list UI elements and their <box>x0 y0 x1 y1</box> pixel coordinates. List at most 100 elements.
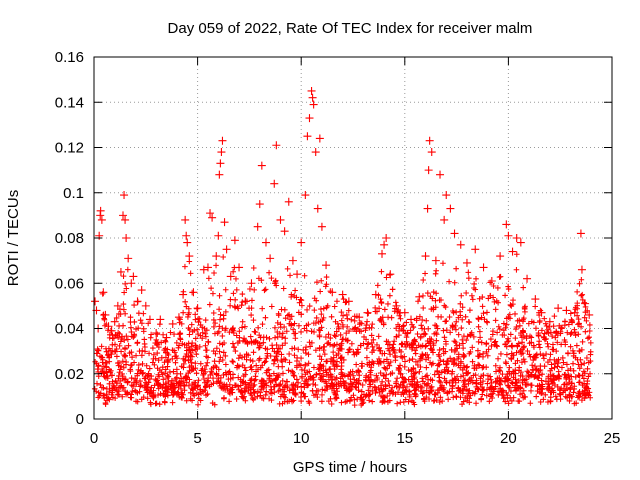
data-point <box>450 229 459 238</box>
data-point <box>120 191 129 200</box>
x-tick-label: 5 <box>193 430 201 447</box>
y-tick-label: 0.08 <box>55 230 84 247</box>
x-tick-label: 0 <box>90 430 98 447</box>
data-point <box>208 213 217 222</box>
data-point <box>338 290 347 299</box>
data-point <box>174 313 183 322</box>
data-point <box>193 304 202 313</box>
data-point <box>554 304 563 313</box>
data-point <box>121 215 130 224</box>
data-point <box>261 238 270 247</box>
data-point <box>344 297 353 306</box>
data-point <box>400 308 409 317</box>
x-axis-label: GPS time / hours <box>293 459 407 476</box>
data-point <box>110 317 119 326</box>
y-tick-label: 0.02 <box>55 366 84 383</box>
data-point <box>189 288 198 297</box>
data-point <box>113 301 122 310</box>
data-point <box>301 191 310 200</box>
data-point <box>545 317 554 326</box>
data-point <box>446 204 455 213</box>
data-point <box>380 240 389 249</box>
data-point <box>214 231 223 240</box>
data-point <box>577 265 586 274</box>
background-marker-cloud <box>91 251 594 408</box>
data-point <box>371 290 380 299</box>
data-point <box>96 206 105 215</box>
data-point <box>421 252 430 261</box>
data-point <box>436 170 445 179</box>
data-point <box>585 310 594 319</box>
data-point <box>270 179 279 188</box>
data-point <box>392 301 401 310</box>
data-point <box>288 256 297 265</box>
y-axis-label: ROTI / TECUs <box>5 190 22 286</box>
data-point <box>355 313 364 322</box>
axes: 0 5 10 15 20 25 0 0.02 0.04 0.06 0.08 0.1 0.12 0.14 0.… <box>55 49 621 447</box>
data-point <box>156 315 165 324</box>
data-point <box>425 136 434 145</box>
data-point <box>137 286 146 295</box>
data-point <box>311 148 320 157</box>
data-point <box>280 227 289 236</box>
data-point <box>99 288 108 297</box>
data-point <box>183 238 192 247</box>
data-point <box>456 240 465 249</box>
data-point <box>427 148 436 157</box>
data-point <box>562 306 571 315</box>
data-point <box>107 326 116 335</box>
data-point <box>462 258 471 267</box>
data-point <box>317 222 326 231</box>
x-tick-label: 25 <box>604 430 621 447</box>
data-point <box>423 204 432 213</box>
data-point <box>496 252 505 261</box>
data-point <box>308 93 317 102</box>
data-point <box>322 261 331 270</box>
data-points <box>91 86 594 342</box>
data-point <box>502 220 511 229</box>
x-tick-label: 10 <box>293 430 310 447</box>
data-point <box>216 159 225 168</box>
data-point <box>471 245 480 254</box>
data-point <box>226 272 235 281</box>
x-tick-label: 20 <box>500 430 517 447</box>
data-point <box>407 315 416 324</box>
data-point <box>116 267 125 276</box>
data-point <box>247 279 256 288</box>
data-point <box>303 132 312 141</box>
chart-title: Day 059 of 2022, Rate Of TEC Index for r… <box>168 20 533 37</box>
data-point <box>508 247 517 256</box>
data-point <box>266 254 275 263</box>
data-point <box>382 234 391 242</box>
data-point <box>181 215 190 224</box>
data-point <box>570 308 579 317</box>
data-point <box>220 218 229 227</box>
data-point <box>531 295 540 304</box>
y-tick-label: 0 <box>76 411 84 428</box>
data-point <box>182 231 191 240</box>
data-point <box>257 161 266 170</box>
data-point <box>206 209 215 218</box>
data-point <box>479 263 488 272</box>
data-cloud <box>91 251 594 408</box>
data-point <box>276 215 285 224</box>
data-point <box>537 308 546 317</box>
data-point <box>97 215 106 224</box>
data-point <box>230 236 239 245</box>
y-tick-label: 0.1 <box>63 185 84 202</box>
y-tick-label: 0.14 <box>55 94 84 111</box>
data-point <box>141 301 150 310</box>
data-point <box>119 211 128 220</box>
data-point <box>127 279 136 288</box>
data-point <box>363 308 372 317</box>
data-point <box>284 197 293 206</box>
data-point <box>212 252 221 261</box>
data-point <box>133 297 142 306</box>
data-point <box>272 141 281 150</box>
data-point <box>581 299 590 308</box>
data-point <box>576 229 585 238</box>
data-point <box>218 136 227 145</box>
data-point <box>386 270 395 279</box>
data-point <box>431 256 440 265</box>
